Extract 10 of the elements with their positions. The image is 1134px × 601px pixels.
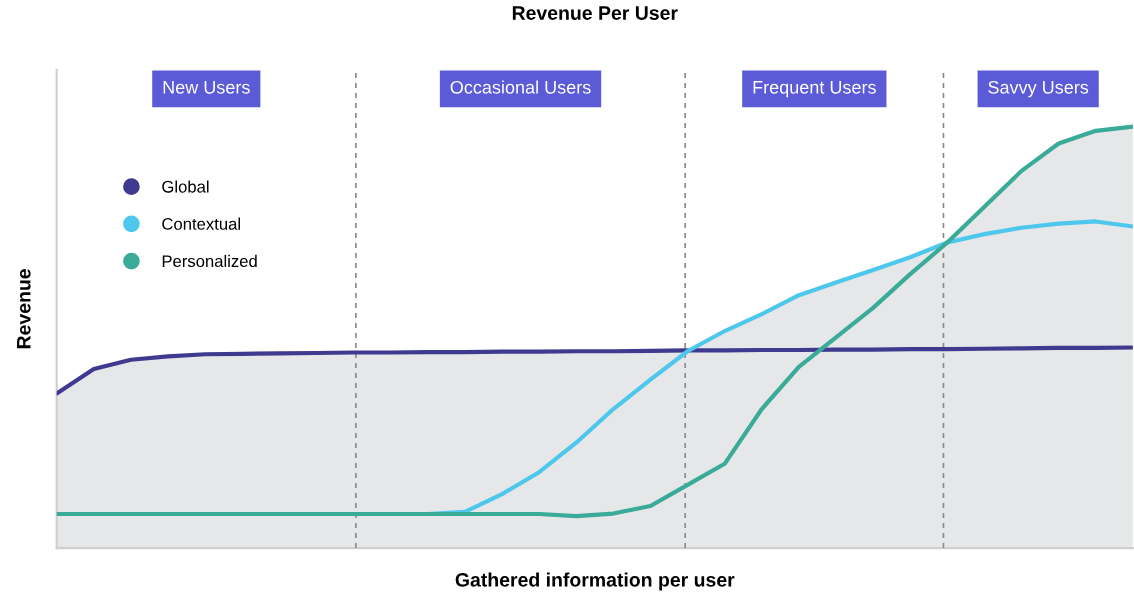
x-axis-title: Gathered information per user [455, 572, 735, 591]
text: New Users [163, 81, 250, 94]
legend-label: Global [162, 180, 209, 193]
chart-title: Revenue Per User [512, 6, 678, 20]
text: Frequent Users [753, 81, 876, 98]
text: Occasional Users [450, 80, 591, 94]
text: Savvy Users [988, 80, 1089, 98]
legend-label: Personalized [162, 254, 257, 268]
y-axis-title: Revenue [17, 269, 31, 349]
legend-label: Contextual [162, 217, 240, 230]
